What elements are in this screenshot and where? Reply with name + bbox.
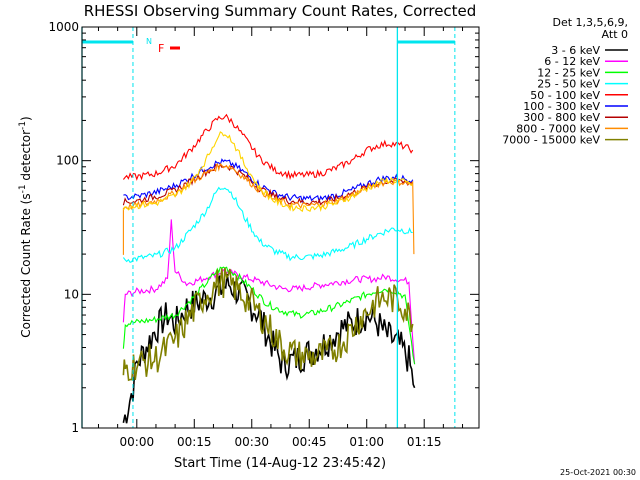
flag-label-n: N <box>146 37 152 46</box>
y-tick-label: 100 <box>56 154 79 168</box>
plot-frame <box>81 26 480 429</box>
y-axis-label: Corrected Count Rate (s-1 detector-1) <box>18 116 33 337</box>
legend-entry-label: 25 - 50 keV <box>537 78 600 91</box>
legend-entry-label: 3 - 6 keV <box>551 44 600 57</box>
x-axis-label: Start Time (14-Aug-12 23:45:42) <box>174 456 386 471</box>
flag-label-f: F <box>158 42 164 55</box>
legend-entry-label: 12 - 25 keV <box>537 66 600 79</box>
series-line-2 <box>122 219 416 365</box>
legend-header-line-1: Det 1,3,5,6,9, <box>552 16 628 29</box>
y-tick-label: 1 <box>71 421 79 435</box>
series-line-1 <box>122 273 416 424</box>
legend-entry-label: 7000 - 15000 keV <box>502 134 600 147</box>
legend-entry-label: 800 - 7000 keV <box>516 122 600 135</box>
x-tick-label: 01:00 <box>349 435 384 449</box>
chart-title: RHESSI Observing Summary Count Rates, Co… <box>84 2 477 20</box>
series-line-5 <box>122 113 414 181</box>
footer-date: 25-Oct-2021 00:30 <box>560 468 636 477</box>
y-tick-label: 1000 <box>48 20 79 34</box>
series-line-10 <box>122 131 413 213</box>
legend-entry-label: 50 - 100 keV <box>530 89 600 102</box>
x-tick-label: 00:45 <box>292 435 327 449</box>
legend-entry-label: 100 - 300 keV <box>523 100 600 113</box>
x-tick-label: 00:00 <box>120 435 155 449</box>
series-line-4 <box>122 186 413 263</box>
series-line-9 <box>122 267 414 382</box>
y-tick-label: 10 <box>64 287 79 301</box>
series-line-3 <box>122 266 416 365</box>
x-tick-label: 01:15 <box>407 435 442 449</box>
legend-entry-label: 300 - 800 keV <box>523 111 600 124</box>
legend-entry-label: 6 - 12 keV <box>544 55 600 68</box>
x-tick-label: 00:15 <box>177 435 212 449</box>
series-line-8 <box>122 162 415 255</box>
x-tick-label: 00:30 <box>234 435 269 449</box>
legend-header-line-2: Att 0 <box>602 28 628 41</box>
